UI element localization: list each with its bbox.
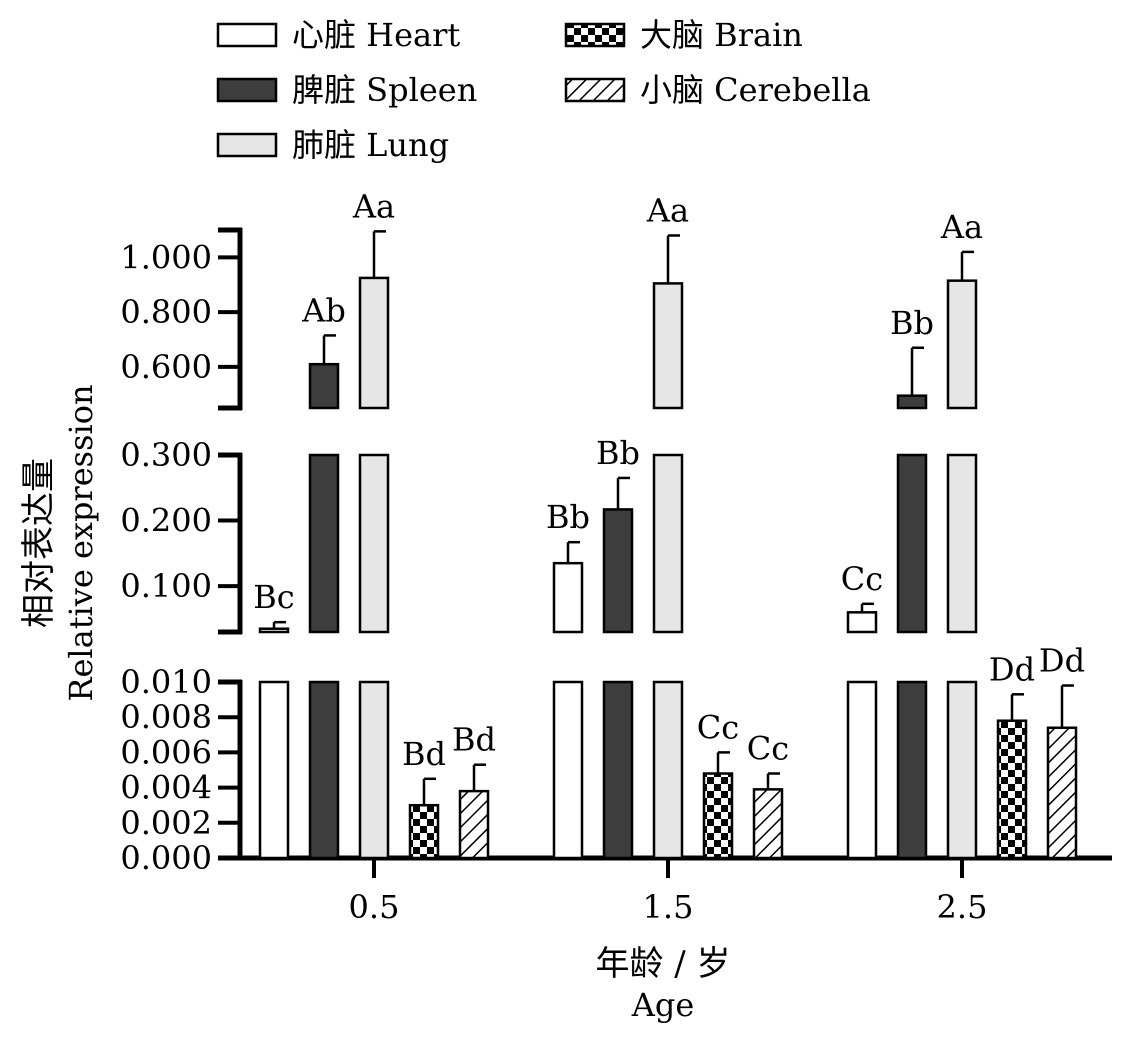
x-axis-title-zh: 年龄 / 岁 (595, 944, 730, 984)
y-axis-title-zh: 相对表达量 (19, 458, 59, 628)
legend: 心脏 Heart 脾脏 Spleen 肺脏 Lung 大脑 Brain 小脑 Cereb… (216, 16, 871, 164)
bar-cerebella (458, 789, 490, 860)
bar-lung (358, 680, 390, 860)
bar-heart (552, 561, 584, 634)
significance-label: Dd (989, 650, 1035, 688)
bar-lung (652, 282, 684, 410)
legend-label: 肺脏 Lung (292, 126, 449, 164)
y-tick-label: 0.006 (120, 733, 212, 771)
y-axis-title-en: Relative expression (62, 384, 100, 701)
legend-label: 心脏 Heart (292, 16, 460, 54)
y-tick-label: 1.000 (120, 238, 212, 276)
legend-swatch (216, 22, 278, 48)
bar-lung (652, 680, 684, 860)
bar-spleen (602, 508, 634, 634)
x-tick-label: 1.5 (643, 888, 694, 926)
bar-lung (946, 680, 978, 860)
bar-spleen (896, 394, 928, 410)
bar-spleen (308, 362, 340, 410)
bar-lung (358, 453, 390, 634)
y-tick-label: 0.002 (120, 804, 212, 842)
bar-spleen (602, 680, 634, 860)
bar-heart (846, 680, 878, 860)
bar-brain (702, 772, 734, 860)
significance-label: Aa (352, 187, 395, 225)
significance-label: Aa (646, 191, 689, 229)
legend-swatch (564, 77, 626, 103)
bar-heart (258, 680, 290, 860)
legend-swatch (216, 77, 278, 103)
bar-heart (258, 627, 290, 634)
significance-label: Bc (253, 578, 294, 616)
y-tick-label: 0.004 (120, 769, 212, 807)
significance-label: Aa (940, 208, 983, 246)
bar-spleen (896, 453, 928, 634)
legend-swatch (564, 22, 626, 48)
significance-label: Cc (747, 730, 789, 768)
y-tick-label: 0.100 (120, 567, 212, 605)
bar-spleen (308, 453, 340, 634)
x-axis-title-en: Age (631, 986, 695, 1024)
y-tick-label: 0.800 (120, 293, 212, 331)
x-tick-label: 2.5 (937, 888, 988, 926)
bar-brain (996, 719, 1028, 860)
x-tick-label: 0.5 (349, 888, 400, 926)
significance-label: Ab (301, 291, 346, 329)
legend-label: 大脑 Brain (640, 16, 803, 54)
bar-lung (946, 453, 978, 634)
significance-label: Bb (890, 304, 934, 342)
bar-cerebella (1046, 726, 1078, 860)
y-tick-label: 0.000 (120, 839, 212, 877)
bar-spleen (896, 680, 928, 860)
bar-spleen (308, 680, 340, 860)
bar-brain (408, 803, 440, 860)
bar-lung (946, 279, 978, 410)
bar-cerebella (752, 788, 784, 860)
significance-label: Dd (1039, 642, 1085, 680)
bar-lung (358, 276, 390, 410)
significance-label: Cc (697, 708, 739, 746)
y-tick-label: 0.600 (120, 348, 212, 386)
y-tick-label: 0.010 (120, 663, 212, 701)
significance-label: Bb (596, 434, 640, 472)
significance-label: Bd (402, 735, 446, 773)
legend-label: 脾脏 Spleen (292, 71, 477, 109)
bar-heart (846, 611, 878, 634)
significance-label: Cc (841, 560, 883, 598)
y-tick-label: 0.300 (120, 436, 212, 474)
significance-label: Bd (452, 721, 496, 759)
bar-lung (652, 453, 684, 634)
legend-label: 小脑 Cerebella (640, 71, 871, 109)
y-tick-label: 0.200 (120, 502, 212, 540)
significance-label: Bb (546, 498, 590, 536)
legend-swatch (216, 132, 278, 158)
y-tick-label: 0.008 (120, 698, 212, 736)
bar-heart (552, 680, 584, 860)
